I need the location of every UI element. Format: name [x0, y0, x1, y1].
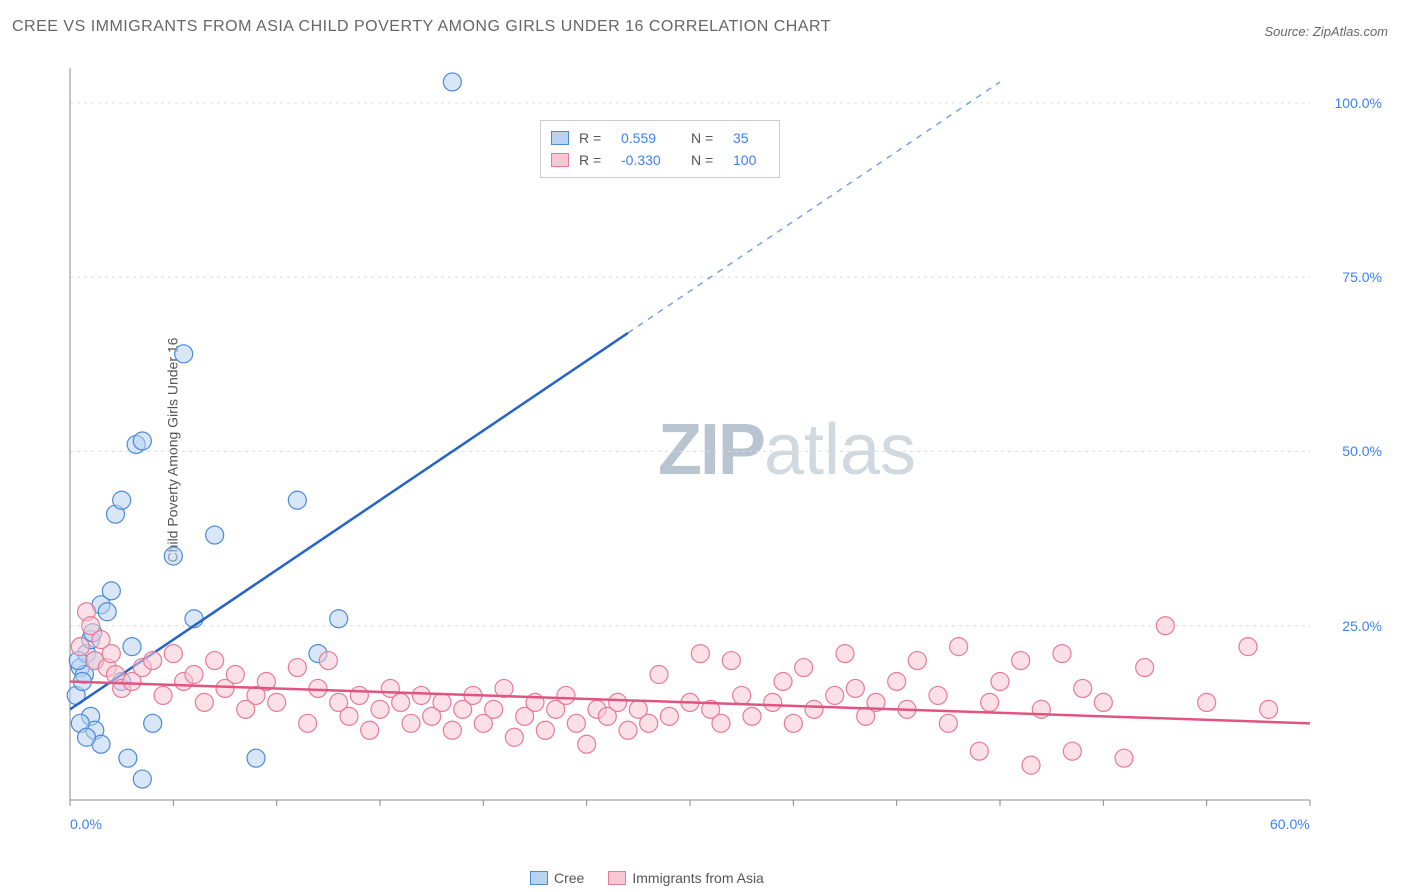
plot-area: Child Poverty Among Girls Under 16 ZIPat… [50, 60, 1390, 840]
series-legend: Cree Immigrants from Asia [530, 870, 764, 886]
legend-item: Cree [530, 870, 584, 886]
legend-swatch [551, 131, 569, 145]
stats-row: R = 0.559 N = 35 [551, 127, 769, 149]
correlation-stats-legend: R = 0.559 N = 35 R = -0.330 N = 100 [540, 120, 780, 178]
n-value: 100 [733, 149, 769, 171]
legend-swatch [551, 153, 569, 167]
y-tick-label: 75.0% [1342, 269, 1382, 285]
r-value: 0.559 [621, 127, 681, 149]
r-label: R = [579, 149, 611, 171]
r-label: R = [579, 127, 611, 149]
chart-title: CREE VS IMMIGRANTS FROM ASIA CHILD POVER… [12, 18, 831, 36]
y-tick-label: 50.0% [1342, 443, 1382, 459]
stats-row: R = -0.330 N = 100 [551, 149, 769, 171]
r-value: -0.330 [621, 149, 681, 171]
n-label: N = [691, 149, 723, 171]
chart-container: CREE VS IMMIGRANTS FROM ASIA CHILD POVER… [0, 0, 1406, 892]
legend-item: Immigrants from Asia [608, 870, 763, 886]
n-label: N = [691, 127, 723, 149]
source-attribution: Source: ZipAtlas.com [1264, 24, 1388, 39]
legend-swatch [608, 871, 626, 885]
x-tick-label: 0.0% [70, 816, 102, 832]
legend-label: Immigrants from Asia [632, 870, 763, 886]
n-value: 35 [733, 127, 769, 149]
x-tick-label: 60.0% [1270, 816, 1310, 832]
legend-label: Cree [554, 870, 584, 886]
legend-swatch [530, 871, 548, 885]
y-tick-label: 25.0% [1342, 618, 1382, 634]
y-tick-label: 100.0% [1335, 95, 1382, 111]
